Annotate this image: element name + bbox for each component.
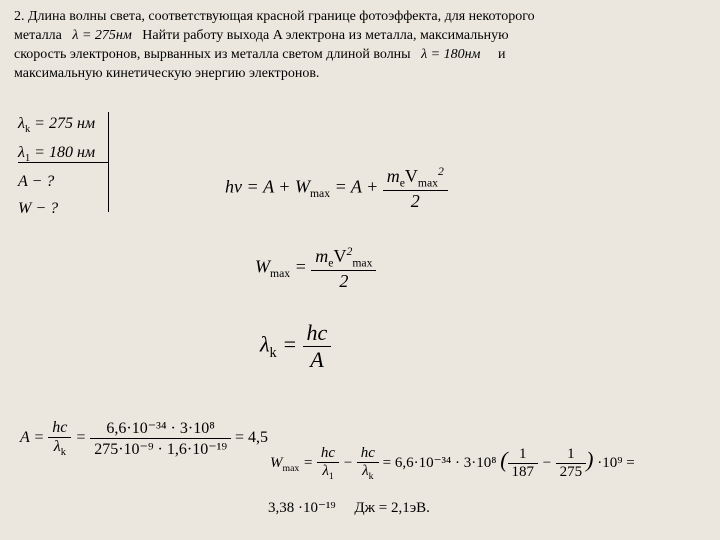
- eq2-v: V: [333, 246, 346, 266]
- eq3-sub: k: [270, 345, 277, 361]
- equation-4: A = hc λk = 6,6·10⁻³⁴ · 3·10⁸ 275·10⁻⁹ ·…: [20, 418, 268, 459]
- eq5-n1: hc: [317, 445, 339, 462]
- eq2-eq: =: [290, 256, 311, 276]
- eq4-den2: 275·10⁻⁹ · 1,6·10⁻¹⁹: [90, 438, 231, 459]
- given-vline: [108, 112, 109, 212]
- eq3-num: hc: [303, 320, 332, 346]
- text-line2a: металла: [14, 28, 62, 43]
- eq2-w: W: [255, 256, 270, 276]
- equation-6: 3,38 ·10⁻¹⁹ Дж = 2,1эВ.: [268, 498, 430, 517]
- eq1-sub: max: [310, 187, 330, 200]
- eq5-f2d: 275: [556, 463, 587, 481]
- eq4-den1b: k: [61, 447, 66, 458]
- eq6-val: 3,38 ·10⁻¹⁹: [268, 500, 336, 516]
- inline-formula-2: λ = 180нм: [421, 47, 480, 62]
- eq1-lhs: hν = A + W: [225, 176, 310, 196]
- inline-formula-1: λ = 275нм: [72, 28, 131, 43]
- eq5-d2s: k: [369, 471, 374, 482]
- eq5-minus: −: [339, 455, 357, 471]
- eq3-den: A: [303, 346, 332, 373]
- given-a: A − ?: [18, 168, 95, 195]
- equation-3: λk = hc A: [260, 320, 331, 373]
- eq3-eq: =: [277, 332, 303, 357]
- given-lambda-1: λ: [18, 144, 25, 161]
- eq1-v: V: [405, 166, 418, 186]
- eq1-m: m: [387, 166, 400, 186]
- given-block: λk = 275 нм λ1 = 180 нм A − ? W − ?: [18, 110, 95, 222]
- eq1-vmax: max: [418, 177, 438, 190]
- eq2-sub: max: [270, 267, 290, 280]
- eq3-lhs: λ: [260, 332, 270, 357]
- eq5-rp: ): [586, 447, 593, 472]
- eq1-sq: 2: [438, 165, 444, 178]
- eq4-num2: 6,6·10⁻³⁴ · 3·10⁸: [90, 418, 231, 438]
- given-w: W − ?: [18, 195, 95, 222]
- eq4-res: = 4,5: [231, 429, 268, 446]
- given-lambda-k-val: = 275 нм: [30, 115, 95, 132]
- given-lambda-k: λ: [18, 115, 25, 132]
- text-line4: максимальную кинетическую энергию электр…: [14, 66, 319, 81]
- eq2-vmax: max: [352, 257, 372, 270]
- eq1-den: 2: [383, 190, 448, 212]
- eq5-f1d: 187: [508, 463, 539, 481]
- eq2-den: 2: [311, 270, 376, 292]
- eq4-den1a: λ: [54, 438, 61, 455]
- eq4-num1: hc: [48, 419, 71, 437]
- eq5-n2: hc: [357, 445, 379, 462]
- eq5-eq: =: [299, 455, 317, 471]
- text-line1: Длина волны света, соответствующая красн…: [28, 9, 535, 24]
- text-line2b: Найти работу выхода A электрона из метал…: [142, 28, 508, 43]
- eq4-eq: =: [71, 429, 90, 446]
- eq5-f1n: 1: [508, 446, 539, 463]
- eq5-sub: max: [283, 463, 300, 474]
- eq4-a: A =: [20, 429, 48, 446]
- eq5-f2n: 1: [556, 446, 587, 463]
- eq5-minus2: −: [538, 455, 556, 471]
- equation-2: Wmax = meV2max 2: [255, 245, 376, 292]
- text-line3b: и: [498, 47, 506, 62]
- given-lambda-1-val: = 180 нм: [30, 144, 95, 161]
- eq6-unit: Дж = 2,1эВ.: [354, 500, 430, 516]
- problem-number: 2.: [14, 9, 25, 24]
- eq5-lp: (: [500, 447, 507, 472]
- eq5-tail: ·10⁹ =: [594, 455, 635, 471]
- eq5-mid: = 6,6·10⁻³⁴ · 3·10⁸: [379, 455, 500, 471]
- eq2-m: m: [315, 246, 328, 266]
- eq5-d1s: 1: [329, 471, 334, 482]
- eq1-mid: = A +: [330, 176, 383, 196]
- equation-1: hν = A + Wmax = A + meVmax2 2: [225, 165, 448, 212]
- text-line3a: скорость электронов, вырванных из металл…: [14, 47, 411, 62]
- eq5-w: W: [270, 455, 283, 471]
- equation-5: Wmax = hc λ1 − hc λk = 6,6·10⁻³⁴ · 3·10⁸…: [270, 445, 635, 482]
- given-hline: [18, 162, 108, 163]
